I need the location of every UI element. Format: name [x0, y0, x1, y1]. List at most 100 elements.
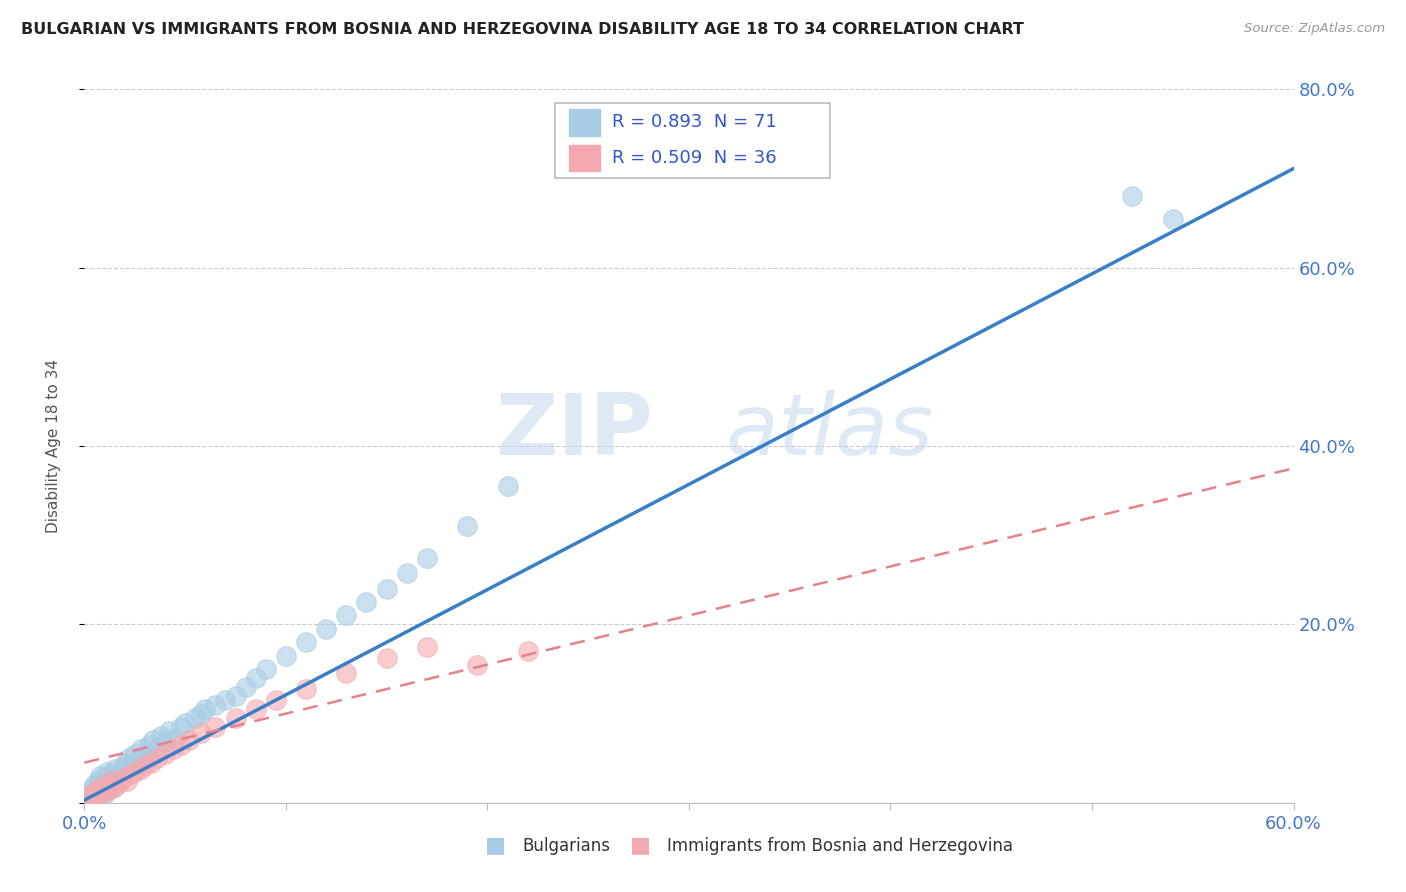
Point: [100, 773, 122, 788]
Point: [87, 787, 110, 801]
Text: Immigrants from Bosnia and Herzegovina: Immigrants from Bosnia and Herzegovina: [668, 837, 1014, 855]
Point: [87, 773, 110, 788]
Point: [86, 780, 108, 794]
Point: [204, 698, 226, 712]
Text: ZIP: ZIP: [495, 390, 652, 474]
Point: [115, 762, 138, 776]
Point: [395, 566, 418, 580]
Point: [96, 778, 118, 792]
Point: [93, 780, 115, 794]
Point: [83, 785, 105, 799]
Point: [496, 479, 519, 493]
Point: [82, 787, 104, 801]
Text: R = 0.893  N = 71: R = 0.893 N = 71: [612, 113, 776, 131]
Point: [91, 780, 114, 794]
Point: [107, 776, 129, 790]
Point: [101, 769, 124, 783]
Point: [516, 644, 538, 658]
Point: [274, 648, 297, 663]
Point: [111, 771, 134, 785]
Point: [416, 640, 439, 654]
Point: [225, 689, 247, 703]
Point: [179, 733, 201, 747]
Point: [139, 756, 162, 770]
Point: [93, 787, 115, 801]
Point: [134, 747, 156, 761]
Point: [82, 782, 104, 797]
Point: [89, 785, 111, 799]
Point: [356, 595, 378, 609]
Point: [157, 724, 180, 739]
Point: [100, 767, 122, 781]
Point: [105, 773, 128, 788]
Point: [104, 776, 127, 790]
Point: [134, 758, 156, 772]
Point: [142, 733, 165, 747]
Point: [97, 782, 120, 797]
Point: [97, 773, 120, 788]
Point: [190, 726, 212, 740]
Point: [149, 729, 172, 743]
Point: [93, 785, 115, 799]
Point: [1161, 211, 1184, 226]
Point: [96, 778, 118, 792]
Point: [335, 608, 357, 623]
Point: [146, 751, 169, 765]
Point: [456, 519, 478, 533]
Point: [129, 762, 152, 776]
Point: [83, 789, 105, 803]
Point: [375, 651, 398, 665]
Point: [190, 706, 212, 721]
Text: Bulgarians: Bulgarians: [522, 837, 610, 855]
Point: [124, 764, 146, 779]
Point: [89, 769, 111, 783]
Point: [86, 789, 108, 803]
Point: [170, 720, 193, 734]
Point: [87, 782, 110, 797]
Point: [115, 773, 138, 788]
Point: [165, 731, 187, 746]
Point: [254, 662, 277, 676]
Point: [93, 771, 115, 785]
Point: [194, 702, 217, 716]
Text: BULGARIAN VS IMMIGRANTS FROM BOSNIA AND HERZEGOVINA DISABILITY AGE 18 TO 34 CORR: BULGARIAN VS IMMIGRANTS FROM BOSNIA AND …: [21, 22, 1024, 37]
Point: [467, 657, 489, 672]
Point: [315, 622, 337, 636]
Y-axis label: Disability Age 18 to 34: Disability Age 18 to 34: [46, 359, 60, 533]
Text: atlas: atlas: [725, 390, 934, 474]
Point: [87, 782, 110, 797]
Text: ■: ■: [630, 836, 651, 855]
Point: [118, 751, 141, 765]
Point: [295, 635, 318, 649]
Text: Source: ZipAtlas.com: Source: ZipAtlas.com: [1244, 22, 1385, 36]
Point: [375, 582, 398, 596]
Point: [120, 758, 142, 772]
Point: [335, 666, 357, 681]
Point: [100, 778, 122, 792]
Point: [83, 778, 105, 792]
Point: [128, 753, 150, 767]
Point: [174, 715, 197, 730]
Point: [89, 778, 111, 792]
Point: [104, 762, 127, 776]
Point: [111, 760, 134, 774]
Point: [79, 789, 101, 803]
Point: [153, 735, 176, 749]
Point: [114, 756, 136, 770]
Point: [77, 791, 100, 805]
Point: [124, 747, 146, 761]
Point: [107, 769, 129, 783]
Point: [82, 787, 104, 801]
Point: [1121, 189, 1143, 203]
Point: [104, 780, 127, 794]
Point: [101, 780, 124, 794]
Point: [225, 711, 247, 725]
Point: [153, 747, 176, 761]
Point: [110, 764, 132, 779]
Text: R = 0.509  N = 36: R = 0.509 N = 36: [612, 149, 776, 167]
Point: [120, 767, 142, 781]
Point: [416, 550, 439, 565]
Point: [204, 720, 226, 734]
Point: [214, 693, 236, 707]
Point: [295, 681, 318, 696]
